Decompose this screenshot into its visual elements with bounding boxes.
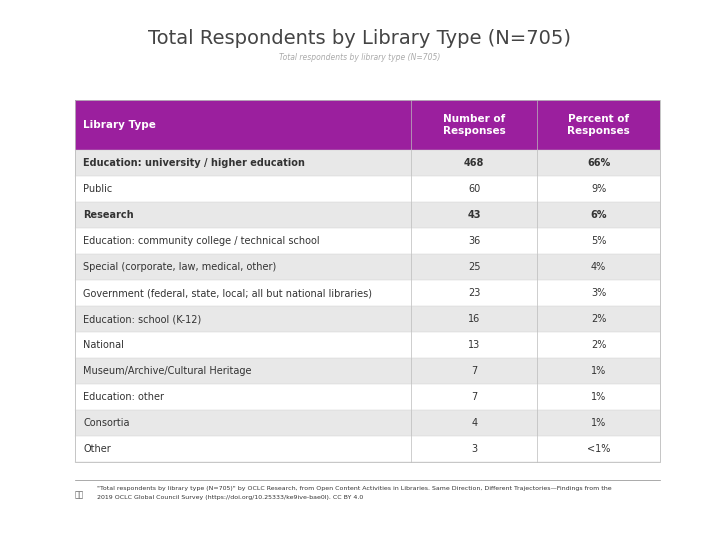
Text: 7: 7 xyxy=(471,366,477,376)
Bar xyxy=(75,306,660,332)
Bar xyxy=(75,228,660,254)
Text: 66%: 66% xyxy=(587,158,610,168)
Text: Total respondents by library type (N=705): Total respondents by library type (N=705… xyxy=(279,53,441,63)
Text: Other: Other xyxy=(83,444,111,454)
Bar xyxy=(75,410,660,436)
Text: 60: 60 xyxy=(468,184,480,194)
Text: 7: 7 xyxy=(471,392,477,402)
Text: 468: 468 xyxy=(464,158,485,168)
Text: 2%: 2% xyxy=(591,314,606,324)
Text: 1%: 1% xyxy=(591,366,606,376)
Text: 5%: 5% xyxy=(591,236,606,246)
Text: 4: 4 xyxy=(471,418,477,428)
Text: Education: community college / technical school: Education: community college / technical… xyxy=(83,236,320,246)
Text: 2%: 2% xyxy=(591,340,606,350)
Text: 25: 25 xyxy=(468,262,480,272)
Text: 9%: 9% xyxy=(591,184,606,194)
Bar xyxy=(75,254,660,280)
Text: 16: 16 xyxy=(468,314,480,324)
Text: 3%: 3% xyxy=(591,288,606,298)
Text: Special (corporate, law, medical, other): Special (corporate, law, medical, other) xyxy=(83,262,276,272)
Text: 4%: 4% xyxy=(591,262,606,272)
Text: 1%: 1% xyxy=(591,392,606,402)
Text: Library Type: Library Type xyxy=(83,120,156,130)
Text: 3: 3 xyxy=(471,444,477,454)
Text: 23: 23 xyxy=(468,288,480,298)
Bar xyxy=(75,358,660,384)
Bar xyxy=(75,332,660,358)
Text: Percent of
Responses: Percent of Responses xyxy=(567,114,630,136)
Bar xyxy=(75,150,660,176)
Bar xyxy=(75,176,660,202)
Text: 1%: 1% xyxy=(591,418,606,428)
Text: Number of
Responses: Number of Responses xyxy=(443,114,505,136)
Text: Education: school (K-12): Education: school (K-12) xyxy=(83,314,202,324)
Text: Education: university / higher education: Education: university / higher education xyxy=(83,158,305,168)
Text: 2019 OCLC Global Council Survey (https://doi.org/10.25333/ke9ive-bae0l). CC BY 4: 2019 OCLC Global Council Survey (https:/… xyxy=(97,495,364,500)
Bar xyxy=(75,436,660,462)
Text: Museum/Archive/Cultural Heritage: Museum/Archive/Cultural Heritage xyxy=(83,366,251,376)
Bar xyxy=(75,280,660,306)
Bar xyxy=(75,100,660,150)
Text: Public: Public xyxy=(83,184,112,194)
Text: <1%: <1% xyxy=(587,444,611,454)
Text: 6%: 6% xyxy=(590,210,607,220)
Text: Consortia: Consortia xyxy=(83,418,130,428)
Text: Government (federal, state, local; all but national libraries): Government (federal, state, local; all b… xyxy=(83,288,372,298)
Text: 36: 36 xyxy=(468,236,480,246)
Bar xyxy=(75,202,660,228)
Text: 43: 43 xyxy=(467,210,481,220)
Text: Education: other: Education: other xyxy=(83,392,164,402)
Text: "Total respondents by library type (N=705)" by OCLC Research, from Open Content : "Total respondents by library type (N=70… xyxy=(97,486,611,491)
Text: Research: Research xyxy=(83,210,134,220)
Text: Total Respondents by Library Type (N=705): Total Respondents by Library Type (N=705… xyxy=(148,29,572,48)
Bar xyxy=(75,100,660,462)
Bar xyxy=(75,384,660,410)
Text: National: National xyxy=(83,340,124,350)
Text: 13: 13 xyxy=(468,340,480,350)
Text: Ⓒⓒ: Ⓒⓒ xyxy=(75,490,84,499)
